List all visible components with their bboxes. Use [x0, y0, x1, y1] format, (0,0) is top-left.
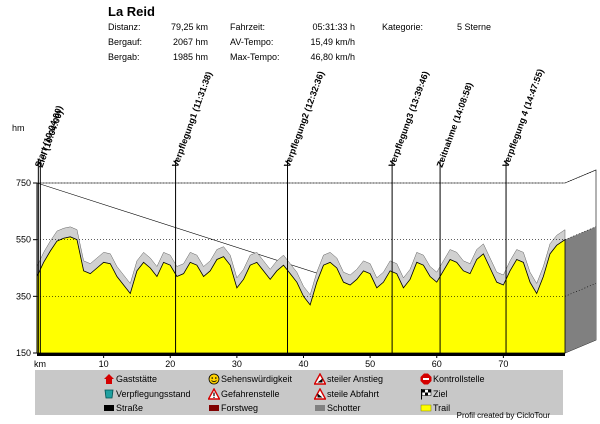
legend-panel: Gaststätte Sehenswürdigkeit steiler Anst…	[35, 370, 563, 415]
stat-ascent-label: Bergauf:	[108, 37, 143, 47]
stat-time-value: 05:31:33 h	[312, 22, 355, 32]
stop-sign-icon	[420, 373, 432, 385]
chart-axes: 150 350 550 750 10 20 30 40 50 60 70 hm km	[12, 123, 565, 369]
stat-ascent-value: 2067 hm	[172, 37, 208, 47]
profile-series	[36, 236, 566, 354]
legend-label: Trail	[433, 403, 451, 413]
legend-label: Straße	[116, 403, 144, 413]
house-icon	[104, 374, 114, 384]
legend-label: Forstweg	[221, 403, 259, 413]
y-tick-label: 550	[16, 235, 31, 245]
x-axis-label: km	[34, 359, 46, 369]
gravel-swatch-icon	[315, 405, 325, 411]
x-tick-label: 70	[498, 359, 508, 369]
chart-side-shadow	[565, 226, 596, 353]
x-axis-bar	[37, 353, 565, 356]
forest-path-swatch-icon	[209, 405, 219, 411]
legend-label: steiler Anstieg	[327, 374, 384, 384]
stat-descent-label: Bergab:	[108, 52, 140, 62]
y-tick-label: 750	[16, 178, 31, 188]
stats-category-value-col: 5 Sterne	[457, 20, 491, 35]
stats-category: Kategorie:	[382, 20, 423, 35]
legend-label: Sehenswürdigkeit	[221, 374, 293, 384]
road-swatch-icon	[104, 405, 114, 411]
legend-label: Schotter	[327, 403, 361, 413]
marker-label: Verpflegung3 (13:39:46)	[387, 70, 431, 169]
marker-label: Zeitnahme (14:08:58)	[435, 81, 475, 169]
stat-category-value: 5 Sterne	[457, 22, 492, 32]
warning-triangle-down-icon	[314, 388, 326, 400]
elevation-chart: Start (10:04:00)Ziel (10:04:00) Verpflegu…	[12, 67, 597, 369]
trail-swatch-icon	[420, 404, 432, 412]
cup-icon	[104, 389, 114, 399]
x-tick-label: 20	[165, 359, 175, 369]
stat-max-speed-label: Max-Tempo:	[230, 52, 280, 62]
stat-max-speed-value: 46,80 km/h	[310, 52, 355, 62]
x-tick-label: 40	[298, 359, 308, 369]
x-tick-label: 60	[432, 359, 442, 369]
marker-label: Verpflegung1 (11:31:38)	[170, 70, 214, 168]
stat-avg-speed-label: AV-Tempo:	[230, 37, 274, 47]
legend-label: Gefahrenstelle	[221, 389, 280, 399]
stats-labels-col1: Distanz: Bergauf: Bergab:	[108, 20, 142, 65]
x-tick-label: 10	[99, 359, 109, 369]
route-title: La Reid	[108, 4, 155, 19]
legend-label: Kontrollstelle	[433, 374, 485, 384]
marker-label: Verpflegung2 (12:32:36)	[282, 70, 326, 169]
y-tick-label: 150	[16, 348, 31, 358]
smiley-icon	[208, 373, 220, 385]
legend-label: Gaststätte	[116, 374, 158, 384]
stat-distance-value: 79,25 km	[170, 22, 208, 32]
stats-labels-col2: Fahrzeit: AV-Tempo: Max-Tempo:	[230, 20, 280, 65]
stats-values-col1: 79,25 km 2067 hm 1985 hm	[168, 20, 208, 65]
stat-distance-label: Distanz:	[108, 22, 141, 32]
y-axis-label: hm	[12, 123, 25, 133]
x-tick-label: 50	[365, 359, 375, 369]
marker-label: Verpflegung 4 (14:47:55)	[501, 67, 546, 168]
y-tick-label: 350	[16, 291, 31, 301]
stat-avg-speed-value: 15,49 km/h	[310, 37, 355, 47]
checkered-flag-icon	[421, 389, 432, 400]
legend-label: steile Abfahrt	[327, 389, 380, 399]
legend-label: Verpflegungsstand	[116, 389, 191, 399]
chart-gridlines	[37, 169, 597, 297]
stat-descent-value: 1985 hm	[172, 52, 208, 62]
stat-category-label: Kategorie:	[382, 22, 424, 32]
x-tick-label: 30	[232, 359, 242, 369]
warning-triangle-icon	[208, 388, 220, 400]
profile-credit: Profil created by CicloTour	[456, 411, 550, 420]
warning-triangle-up-icon	[314, 373, 326, 385]
stat-time-label: Fahrzeit:	[230, 22, 266, 32]
stats-values-col2: 05:31:33 h 15,49 km/h 46,80 km/h	[300, 20, 355, 65]
legend-label: Ziel	[433, 389, 448, 399]
